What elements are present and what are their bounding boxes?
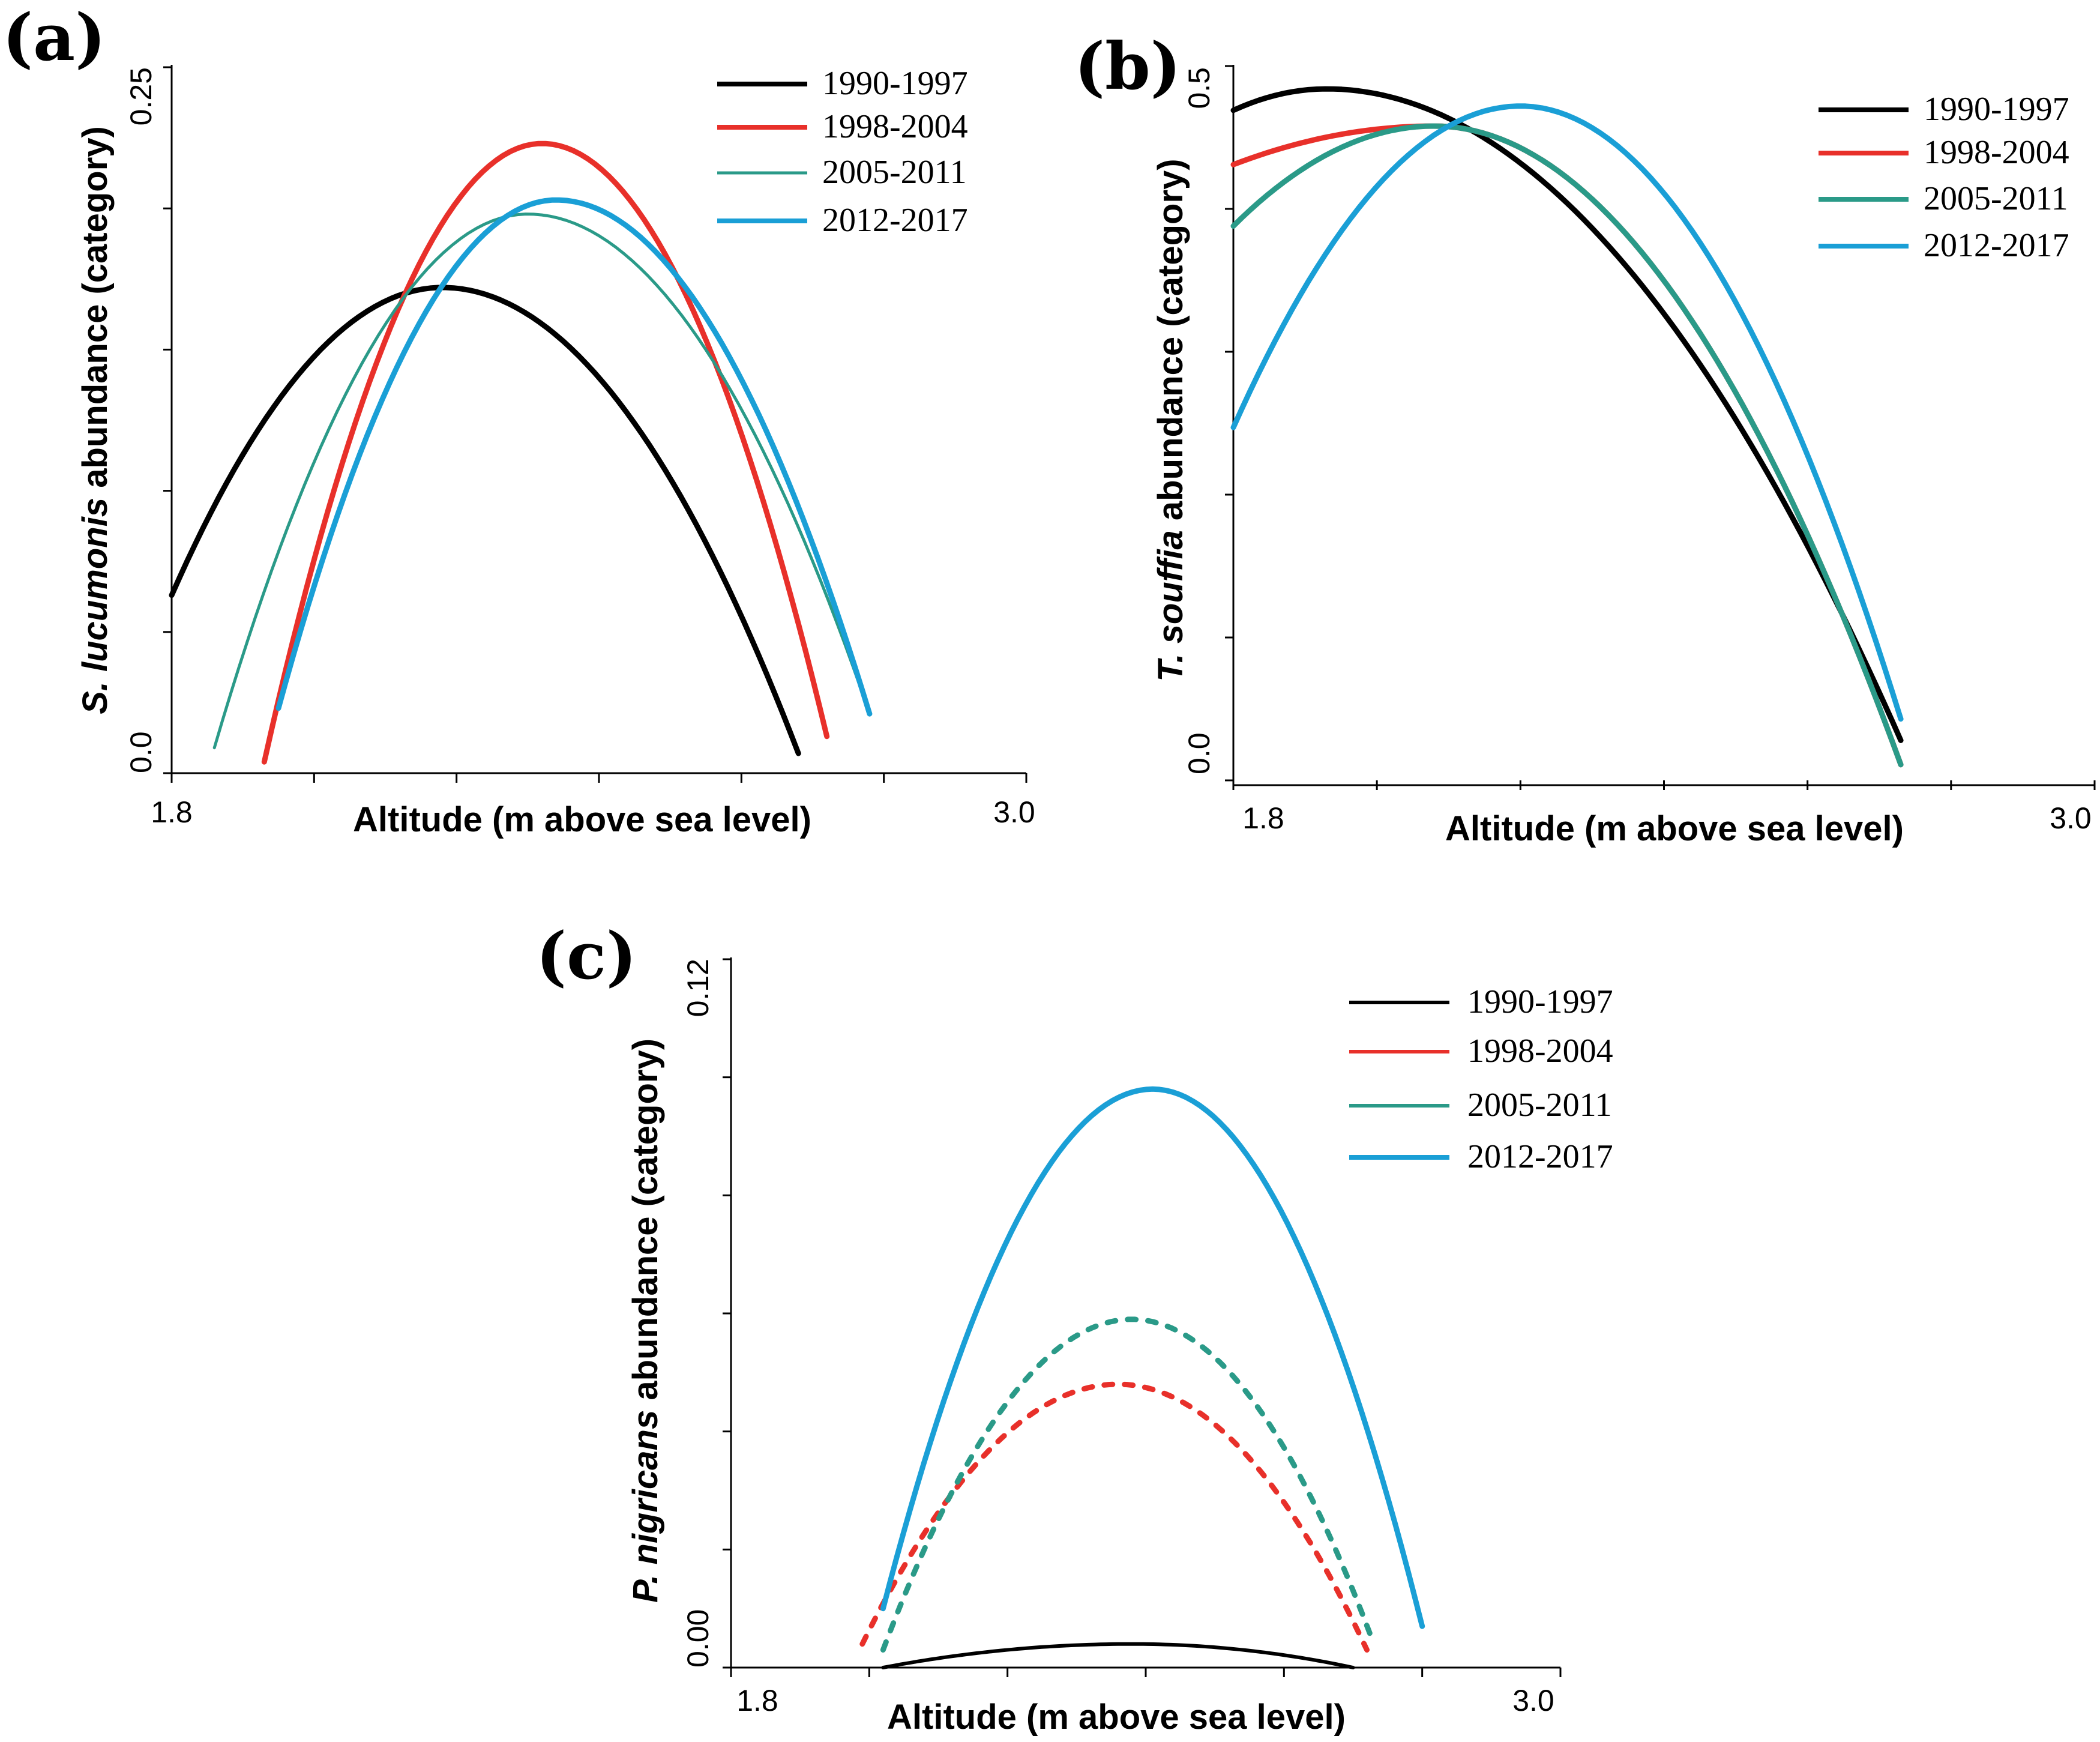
panel-b-legend-item: 2005-2011	[1819, 180, 2068, 217]
panel-b-legend-item: 2012-2017	[1819, 227, 2069, 264]
panel-c-label: (c)	[536, 918, 637, 994]
panel-a-legend-item: 1998-2004	[717, 108, 968, 145]
panel-a-legend-item: 2012-2017	[717, 202, 968, 239]
series-line-2005-2011	[212, 212, 871, 750]
panel-a-series	[169, 140, 873, 765]
panel-a-y-title-species: S. lucumonis	[76, 498, 115, 714]
panel-a-legend-label: 2005-2011	[822, 154, 967, 191]
series-line-1990-1997	[881, 1642, 1355, 1669]
panel-a-y-title-rest: abundance (category)	[76, 126, 115, 498]
panel-b-legend-label: 2005-2011	[1924, 180, 2068, 217]
panel-b-legend-label: 2012-2017	[1924, 227, 2069, 264]
panel-c-legend-label: 2005-2011	[1467, 1086, 1612, 1124]
panel-b-legend-label: 1990-1997	[1924, 91, 2069, 128]
series-line-2005-2011	[880, 1316, 1377, 1653]
panel-c-legend-label: 1998-2004	[1467, 1032, 1613, 1070]
panel-a: (a) 0.25 0.0 1.8 3.0 Altitude (m above s…	[2, 0, 1035, 839]
series-line-2012-2017	[880, 1086, 1425, 1629]
panel-b-y-title: T. souffia abundance (category)	[1151, 158, 1190, 681]
panel-a-x-title: Altitude (m above sea level)	[353, 800, 811, 839]
panel-a-legend-item: 2005-2011	[717, 154, 967, 191]
panel-b-ytick-min: 0.0	[1182, 732, 1216, 774]
panel-b-legend-label: 1998-2004	[1924, 134, 2069, 171]
panel-a-xtick-min: 1.8	[151, 795, 193, 829]
panel-c-legend-label: 2012-2017	[1467, 1138, 1613, 1175]
panel-b-y-title-rest: abundance (category)	[1151, 158, 1190, 530]
panel-b-legend-item: 1998-2004	[1819, 134, 2069, 171]
panel-b-ytick-max: 0.5	[1182, 67, 1216, 109]
panel-a-legend-label: 1998-2004	[822, 108, 968, 145]
panel-b-series	[1230, 86, 1904, 768]
series-line-2012-2017	[275, 197, 873, 717]
panel-a-legend: 1990-1997 1998-2004 2005-2011 2012-2017	[717, 65, 968, 239]
panel-c-ytick-min: 0.00	[681, 1609, 715, 1668]
panel-a-label: (a)	[2, 0, 106, 76]
panel-b-legend-item: 1990-1997	[1819, 91, 2069, 128]
panel-b-y-title-species: T. souffia	[1151, 530, 1190, 681]
panel-a-ytick-min: 0.0	[124, 731, 158, 773]
panel-a-ytick-max: 0.25	[124, 67, 158, 125]
panel-a-legend-item: 1990-1997	[717, 65, 968, 102]
panel-c-xtick-min: 1.8	[736, 1684, 778, 1717]
panel-c-ticks	[723, 958, 1562, 1677]
panel-c-y-title-rest: abundance (category)	[626, 1038, 665, 1410]
panel-b-ticks	[1225, 65, 2096, 790]
panel-a-xtick-max: 3.0	[993, 795, 1035, 829]
series-line-2005-2011	[1230, 123, 1904, 768]
panel-c-series	[859, 1086, 1425, 1669]
panel-b-legend: 1990-1997 1998-2004 2005-2011 2012-2017	[1819, 91, 2069, 264]
panel-c-axes	[723, 957, 1562, 1677]
panel-c-y-title-species: P. nigricans	[626, 1410, 665, 1603]
panel-a-legend-label: 1990-1997	[822, 65, 968, 102]
panel-c-legend-label: 1990-1997	[1467, 983, 1613, 1020]
panel-c-x-title: Altitude (m above sea level)	[887, 1698, 1346, 1737]
series-line-1990-1997	[1230, 86, 1904, 743]
panel-a-ticks	[163, 66, 1027, 783]
panel-b-xtick-min: 1.8	[1242, 801, 1284, 835]
panel-a-legend-label: 2012-2017	[822, 202, 968, 239]
panel-c-legend-item: 2005-2011	[1349, 1086, 1612, 1124]
panel-b-x-title: Altitude (m above sea level)	[1445, 809, 1904, 848]
panel-a-axes	[163, 65, 1027, 783]
panel-c-legend-item: 1998-2004	[1349, 1032, 1613, 1070]
panel-a-y-title: S. lucumonis abundance (category)	[76, 126, 115, 714]
series-line-1998-2004	[261, 140, 830, 765]
panel-b-label: (b)	[1074, 29, 1181, 104]
panel-c-legend-item: 2012-2017	[1349, 1138, 1613, 1175]
panel-c-legend-item: 1990-1997	[1349, 983, 1613, 1020]
panel-b: (b) 0.5 0.0 1.8 3.0 Altitude (m above se…	[1074, 29, 2096, 848]
panel-b-axes	[1225, 65, 2096, 790]
panel-c-ytick-max: 0.12	[681, 959, 715, 1017]
panel-c-legend: 1990-1997 1998-2004 2005-2011 2012-2017	[1349, 983, 1613, 1175]
series-line-2012-2017	[1230, 103, 1904, 722]
panel-c: (c) 0.12 0.00 1.8 3.0 Altitude (m above …	[536, 918, 1613, 1737]
panel-c-y-title: P. nigricans abundance (category)	[626, 1038, 665, 1603]
panel-c-xtick-max: 3.0	[1512, 1684, 1554, 1717]
series-line-1990-1997	[169, 285, 801, 756]
panel-b-xtick-max: 3.0	[2050, 801, 2092, 835]
